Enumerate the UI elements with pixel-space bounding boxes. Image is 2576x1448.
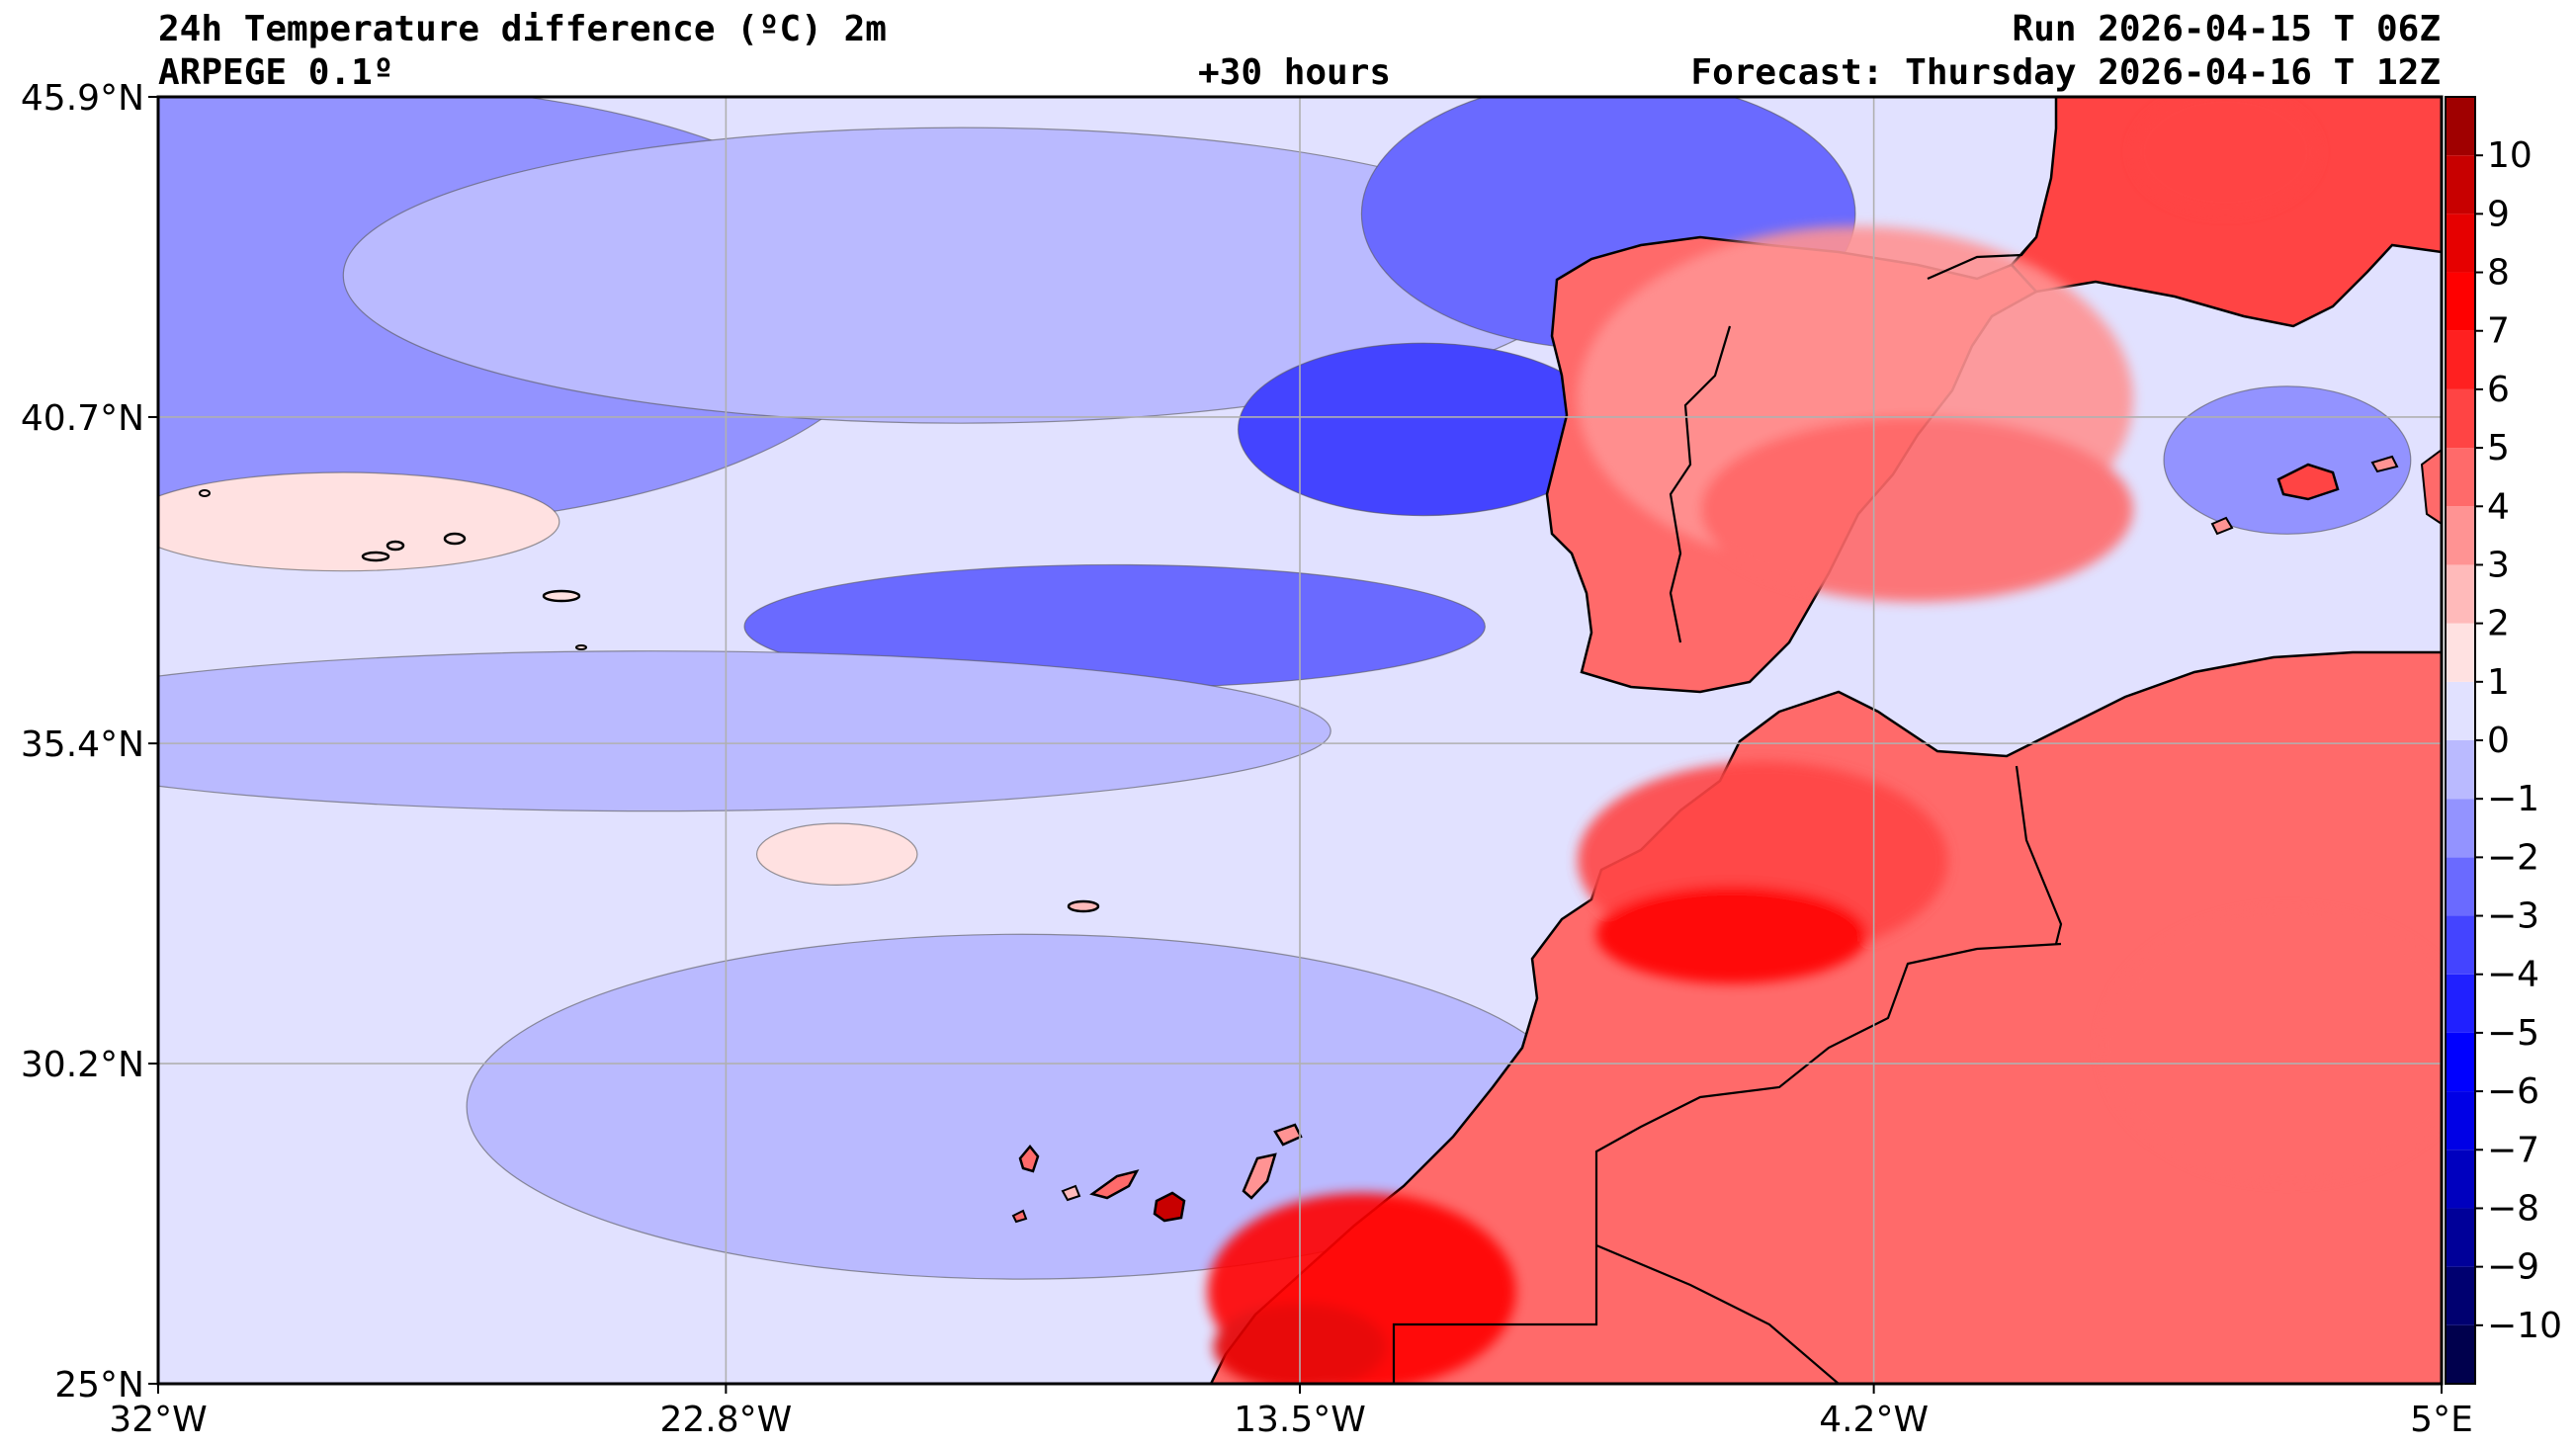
lat-tick-label: 30.2°N: [21, 1045, 144, 1085]
colorbar-tick-label: 4: [2487, 486, 2510, 527]
anomaly-blob: [158, 650, 1331, 812]
colorbar-tick-label: 2: [2487, 604, 2510, 644]
lon-tick-label: 32°W: [109, 1400, 207, 1440]
colorbar-swatch: [2446, 681, 2475, 740]
colorbar-tick-label: 10: [2487, 135, 2533, 176]
lon-tick-label: 5°E: [2410, 1400, 2473, 1440]
colorbar-swatch: [2446, 1266, 2475, 1325]
colorbar-tick-label: −3: [2487, 896, 2539, 937]
colorbar-swatch: [2446, 857, 2475, 916]
colorbar-swatch: [2446, 799, 2475, 858]
colorbar-swatch: [2446, 974, 2475, 1033]
colorbar-swatch: [2446, 448, 2475, 507]
colorbar-swatch: [2446, 506, 2475, 565]
mallorca-island: [2276, 463, 2340, 501]
colorbar-tick-label: 3: [2487, 545, 2510, 585]
run-time: Run 2026-04-15 T 06Z: [2012, 9, 2441, 49]
canary-island: [1061, 1184, 1081, 1202]
lon-tick-label: 13.5°W: [1234, 1400, 1366, 1440]
colorbar-swatch: [2446, 155, 2475, 214]
colorbar-swatch: [2446, 915, 2475, 975]
colorbar-swatch: [2446, 272, 2475, 331]
colorbar-swatch: [2446, 623, 2475, 682]
anomaly-blob: [158, 471, 560, 572]
country-borders: [1392, 236, 2063, 1384]
longitude-labels: 32°W 22.8°W 13.5°W 4.2°W 5°E: [109, 1384, 2473, 1440]
colorbar: [2445, 96, 2476, 1385]
azores-island: [542, 589, 581, 603]
azores-island: [386, 540, 405, 552]
lon-tick-label: 4.2°W: [1819, 1400, 1929, 1440]
anomaly-blob: [2132, 97, 2319, 214]
canary-island: [1011, 1209, 1028, 1224]
colorbar-tick-label: 6: [2487, 370, 2510, 410]
map-title: 24h Temperature difference (ºC) 2m: [158, 9, 887, 49]
colorbar-swatch: [2446, 213, 2475, 273]
anomaly-blob: [2102, 909, 2442, 1181]
colorbar-swatch: [2446, 1150, 2475, 1209]
sardinia-edge: [2420, 448, 2442, 526]
colorbar-tick-label: −2: [2487, 837, 2539, 878]
colorbar-tick-label: −5: [2487, 1013, 2539, 1054]
colorbar-tick-label: −6: [2487, 1071, 2539, 1112]
anomaly-blob: [1700, 416, 2133, 602]
model-name: ARPEGE 0.1º: [158, 52, 394, 93]
colorbar-tick-label: −1: [2487, 779, 2539, 819]
canary-island: [1273, 1123, 1303, 1147]
canary-island: [1242, 1152, 1277, 1200]
lead-time: +30 hours: [1198, 52, 1392, 93]
colorbar-swatch: [2446, 1091, 2475, 1150]
lat-tick-label: 45.9°N: [21, 78, 144, 119]
colorbar-swatch: [2446, 1208, 2475, 1267]
colorbar-tick-label: 1: [2487, 662, 2510, 703]
colorbar-swatch: [2446, 740, 2475, 800]
coastal-heat-field: [1207, 97, 2442, 1384]
ibiza-island: [2210, 516, 2234, 536]
forecast-time: Forecast: Thursday 2026-04-16 T 12Z: [1690, 52, 2441, 93]
lat-lon-grid: [158, 97, 2442, 1384]
colorbar-swatch: [2446, 330, 2475, 389]
colorbar-tick-label: 0: [2487, 721, 2510, 761]
lat-tick-label: 25°N: [54, 1365, 144, 1405]
latitude-labels: 45.9°N 40.7°N 35.4°N 30.2°N 25°N: [21, 78, 158, 1405]
anomaly-blob: [755, 822, 918, 886]
azores-island: [443, 532, 467, 546]
colorbar-tick-label: 9: [2487, 194, 2510, 234]
gran-canaria-island: [1153, 1191, 1186, 1223]
map-area[interactable]: [0, 23, 2472, 1390]
colorbar-tick-label: −10: [2487, 1306, 2562, 1346]
colorbar-tick-label: 7: [2487, 311, 2510, 352]
minorca-island: [2370, 455, 2399, 473]
anomaly-blob: [1595, 885, 1868, 984]
colorbar-swatch: [2446, 388, 2475, 449]
azores-island: [361, 551, 390, 562]
madeira-island: [1067, 899, 1100, 913]
colorbar-swatch: [2446, 1032, 2475, 1092]
colorbar-tick-label: 5: [2487, 428, 2510, 468]
anomaly-blob: [2163, 385, 2412, 535]
colorbar-tick-label: 8: [2487, 253, 2510, 294]
colorbar-swatch: [2446, 1324, 2475, 1384]
lon-tick-label: 22.8°W: [659, 1400, 792, 1440]
canary-island: [1018, 1145, 1040, 1173]
colorbar-tick-label: −7: [2487, 1130, 2539, 1170]
colorbar-swatch: [2446, 564, 2475, 624]
colorbar-tick-label: −9: [2487, 1247, 2539, 1288]
lat-tick-label: 40.7°N: [21, 398, 144, 439]
azores-island: [199, 489, 211, 497]
colorbar-tick-label: −4: [2487, 955, 2539, 995]
azores-island: [575, 644, 587, 650]
canary-island: [1089, 1169, 1140, 1200]
colorbar-tick-label: −8: [2487, 1188, 2539, 1229]
lat-tick-label: 35.4°N: [21, 724, 144, 765]
colorbar-swatch: [2446, 97, 2475, 156]
